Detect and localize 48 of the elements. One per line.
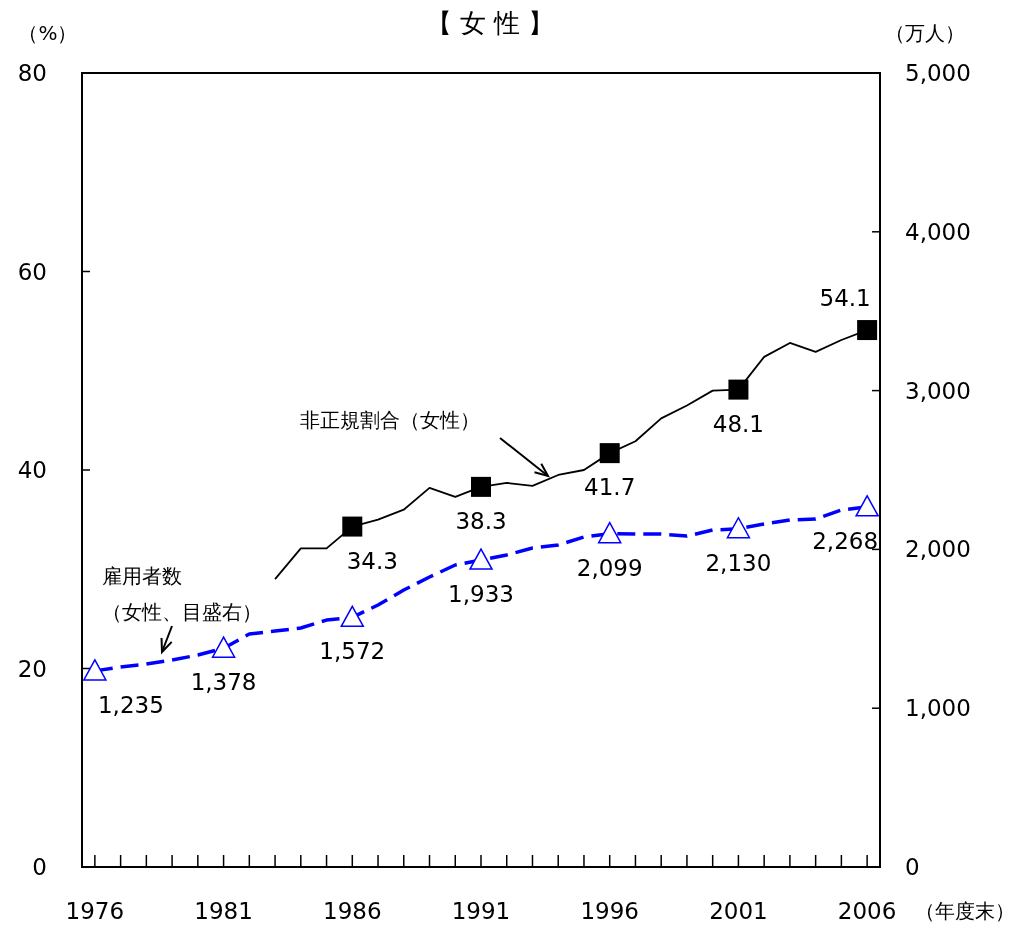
data-label: 1,235 xyxy=(97,691,164,718)
y-tick-label: 20 xyxy=(17,655,47,682)
point xyxy=(857,320,878,341)
data-label: 2,099 xyxy=(576,554,643,581)
y2-tick-label: 2,000 xyxy=(905,536,971,563)
point xyxy=(599,443,620,464)
y2-tick-label: 4,000 xyxy=(905,218,971,245)
x-tick-label: 2001 xyxy=(709,898,768,924)
x-tick-label: 1986 xyxy=(323,898,382,924)
data-label: 34.3 xyxy=(346,547,398,574)
x-tick-label: 1996 xyxy=(580,898,639,924)
data-label: 1,378 xyxy=(190,669,257,696)
y2-axis-title: （万人） xyxy=(885,21,965,45)
series-label: 雇用者数（女性、目盛右） xyxy=(102,564,262,624)
data-label: 1,572 xyxy=(319,638,386,665)
data-label: 2,130 xyxy=(705,549,772,576)
x-axis-title: （年度末） xyxy=(915,899,1015,923)
y-tick-label: 0 xyxy=(32,854,47,880)
y-axis-title: （%） xyxy=(18,21,78,45)
x-tick-label: 1976 xyxy=(65,898,125,924)
y2-tick-label: 3,000 xyxy=(905,377,971,404)
y2-tick-label: 1,000 xyxy=(905,695,971,722)
x-tick-label: 1981 xyxy=(194,898,253,924)
text: 非正規割合（女性） xyxy=(300,408,480,432)
data-label: 1,933 xyxy=(448,581,514,608)
chart-title: 【 女 性 】 xyxy=(425,8,555,38)
data-label: 38.3 xyxy=(455,507,507,534)
point xyxy=(471,476,491,497)
x-tick-label: 1991 xyxy=(451,898,511,924)
x-tick-label: 2006 xyxy=(837,898,897,924)
y2-tick-label: 5,000 xyxy=(905,60,971,86)
point xyxy=(728,379,749,400)
point xyxy=(211,636,236,658)
y-tick-label: 80 xyxy=(17,60,47,86)
data-label: 54.1 xyxy=(819,285,871,312)
point xyxy=(83,659,107,681)
y2-tick-label: 0 xyxy=(905,854,920,880)
point xyxy=(469,548,493,570)
data-label: 48.1 xyxy=(712,410,765,437)
data-label: 41.7 xyxy=(584,474,636,501)
y-tick-label: 40 xyxy=(17,457,47,483)
point xyxy=(340,605,365,628)
point xyxy=(855,495,879,517)
point xyxy=(597,521,622,544)
point xyxy=(726,517,751,539)
y-tick-label: 60 xyxy=(17,258,47,285)
data-label: 2,268 xyxy=(812,527,879,554)
point xyxy=(342,516,363,537)
